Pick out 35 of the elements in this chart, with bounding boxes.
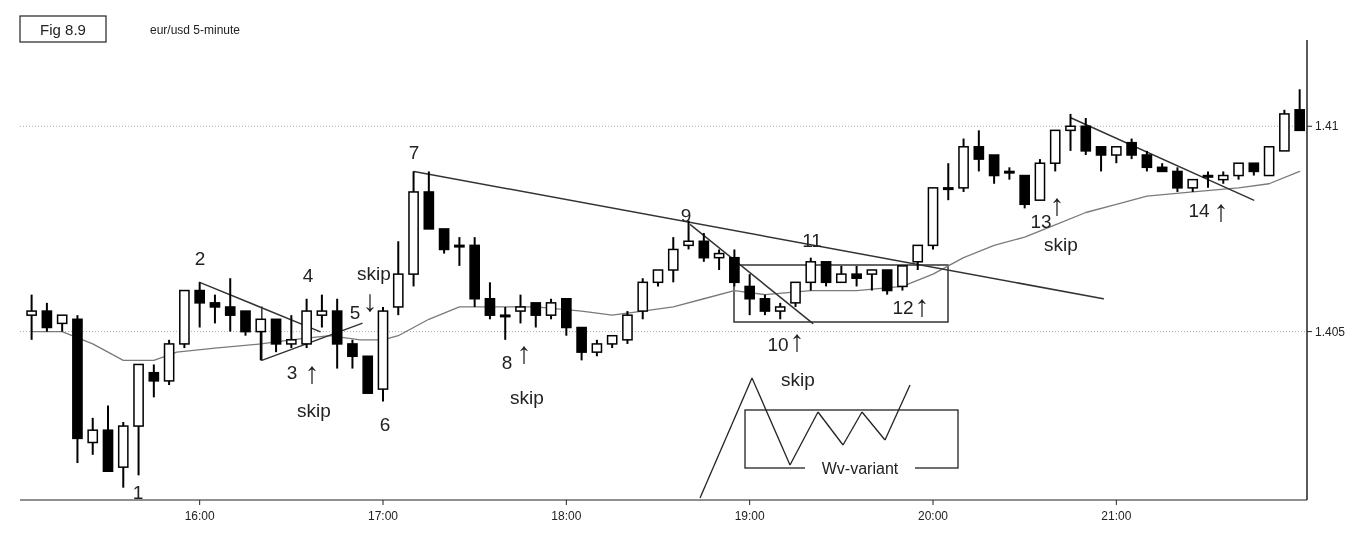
x-tick-label: 20:00 xyxy=(917,509,949,523)
annotation: 5 xyxy=(349,301,361,323)
annotation: skip xyxy=(357,262,391,284)
y-tick-label: 1.41 xyxy=(1315,119,1339,134)
annotation: ↑ xyxy=(789,323,805,357)
annotation: 2 xyxy=(194,247,206,269)
annotation: 12 xyxy=(892,296,914,318)
x-tick-label: 21:00 xyxy=(1101,509,1132,523)
annotation: skip xyxy=(781,368,815,390)
annotation: 6 xyxy=(379,413,391,435)
annotation: skip xyxy=(297,399,331,421)
annotation: ↓ xyxy=(362,283,378,317)
annotation: 1 xyxy=(132,481,144,503)
x-tick-label: 17:00 xyxy=(367,509,399,523)
chart-title: Fig 8.9 xyxy=(40,21,86,38)
annotation: 3 xyxy=(286,361,298,383)
annotation: ↑ xyxy=(304,355,320,389)
annotation: 8 xyxy=(501,351,513,373)
annotation: 7 xyxy=(408,141,420,163)
annotation: ↑ xyxy=(1213,193,1229,227)
annotation: ↑ xyxy=(516,335,532,369)
annotation: Wv-variant xyxy=(821,459,899,477)
annotation: 14 xyxy=(1188,199,1210,221)
annotation: skip xyxy=(510,386,544,408)
annotation: 4 xyxy=(302,264,314,286)
chart-subtitle: eur/usd 5-minute xyxy=(150,23,241,37)
y-tick-label: 1.405 xyxy=(1315,324,1346,339)
x-tick-label: 19:00 xyxy=(734,509,766,523)
annotation: skip xyxy=(1044,233,1078,255)
annotation: 10 xyxy=(767,333,789,355)
x-tick-label: 18:00 xyxy=(551,509,582,523)
x-tick-label: 16:00 xyxy=(184,509,216,523)
annotation: 9 xyxy=(680,204,692,226)
annotation: 13 xyxy=(1030,210,1052,232)
annotation: ↑ xyxy=(914,288,930,322)
